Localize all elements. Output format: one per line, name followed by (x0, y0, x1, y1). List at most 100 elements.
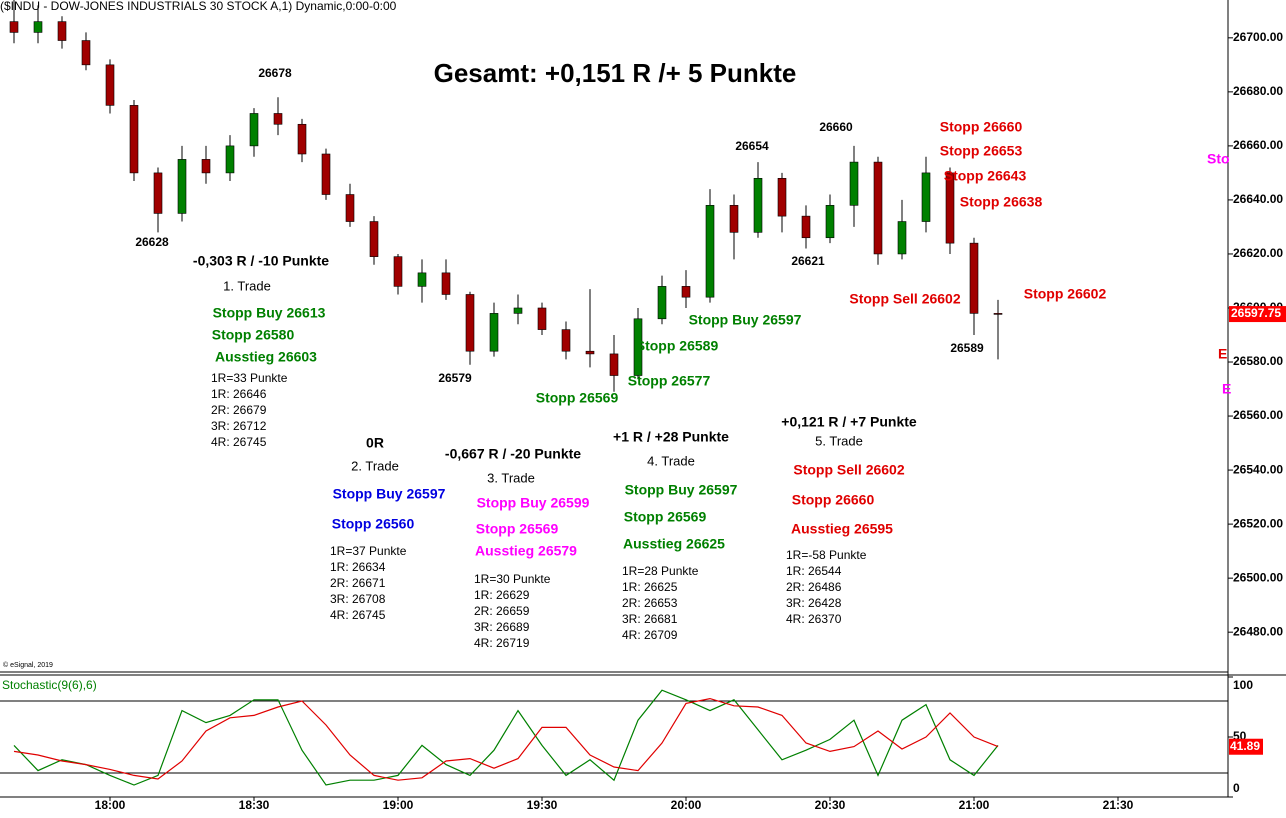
candle-body (81, 40, 91, 66)
annotation: Stopp 26589 (636, 338, 719, 354)
annotation: 26621 (791, 254, 825, 268)
trade-order: Ausstieg 26579 (475, 543, 577, 559)
last-price-label: 26597.75 (1231, 306, 1281, 320)
trade-level: 1R=33 Punkte (211, 371, 288, 385)
trade-order: Stopp 26569 (624, 509, 707, 525)
last-value-box (1229, 738, 1263, 755)
trade-level: 1R: 26646 (211, 387, 267, 401)
trade-order: Stopp 26660 (792, 492, 875, 508)
candle-body (201, 159, 211, 174)
trade-level: 4R: 26745 (211, 435, 267, 449)
annotation: 26579 (438, 371, 472, 385)
annotation: 26654 (735, 139, 769, 153)
x-tick-label: 20:30 (815, 798, 846, 812)
trade-level: 3R: 26708 (330, 592, 386, 606)
y-tick-label: 26660.00 (1233, 138, 1283, 152)
indicator-line (13, 689, 999, 786)
trade-level: 3R: 26689 (474, 620, 530, 634)
candle-body (369, 221, 379, 257)
annotation: Stopp 26660 (940, 119, 1023, 135)
trade-level: 3R: 26428 (786, 596, 842, 610)
trade-result: -0,667 R / -20 Punkte (445, 446, 581, 462)
trade-level: 2R: 26679 (211, 403, 267, 417)
candle-body (993, 313, 1003, 315)
trade-level: 3R: 26712 (211, 419, 267, 433)
annotation: Stopp Sell 26602 (849, 291, 960, 307)
annotation: Stopp 26653 (940, 143, 1023, 159)
candle-body (753, 178, 763, 233)
trade-level: 4R: 26745 (330, 608, 386, 622)
candle-body (345, 194, 355, 222)
trade-order: Ausstieg 26625 (623, 536, 725, 552)
annotation: Stopp 26569 (536, 390, 619, 406)
trade-order: Stopp Sell 26602 (793, 462, 904, 478)
trade-result: 0R (366, 435, 384, 451)
indicator-name: Stochastic(9(6),6) (2, 678, 97, 692)
candle-body (801, 215, 811, 239)
candle-body (177, 159, 187, 214)
trade-label: 5. Trade (815, 433, 863, 448)
annotation: E (1222, 381, 1231, 397)
annotation: 26678 (258, 66, 292, 80)
trade-label: 4. Trade (647, 453, 695, 468)
candle-body (633, 318, 643, 376)
last-price-box (1229, 306, 1286, 323)
copyright: © eSignal, 2019 (3, 661, 53, 669)
y-tick-label: 26560.00 (1233, 408, 1283, 422)
trade-level: 1R: 26634 (330, 560, 386, 574)
candle-body (417, 272, 427, 287)
chart-header: ($INDU - DOW-JONES INDUSTRIALS 30 STOCK … (0, 0, 397, 13)
annotation: Stopp 26602 (1024, 286, 1107, 302)
trade-level: 2R: 26659 (474, 604, 530, 618)
candle-body (873, 161, 883, 255)
trade-order: Stopp Buy 26613 (213, 305, 326, 321)
candle-body (393, 256, 403, 287)
x-tick-label: 20:00 (671, 798, 702, 812)
annotation: 26660 (819, 120, 853, 134)
candle-body (273, 113, 283, 125)
y-tick-label: 0 (1233, 781, 1240, 795)
candle-body (825, 205, 835, 239)
y-tick-label: 26580.00 (1233, 354, 1283, 368)
trade-label: 1. Trade (223, 278, 271, 293)
annotation: Stopp 26643 (944, 168, 1027, 184)
candle-body (321, 153, 331, 195)
y-tick-label: 26700.00 (1233, 30, 1283, 44)
candle-body (561, 329, 571, 352)
trade-level: 1R=-58 Punkte (786, 548, 867, 562)
trade-order: Stopp 26560 (332, 516, 415, 532)
trade-level: 4R: 26719 (474, 636, 530, 650)
y-tick-label: 26540.00 (1233, 462, 1283, 476)
x-tick-label: 18:30 (239, 798, 270, 812)
candle-body (945, 172, 955, 244)
trade-order: Stopp 26569 (476, 521, 559, 537)
candle-body (129, 105, 139, 174)
candle-body (105, 64, 115, 106)
annotation: 26628 (135, 235, 169, 249)
x-tick-label: 19:00 (383, 798, 414, 812)
candle-body (921, 172, 931, 222)
candle-body (441, 272, 451, 295)
trade-level: 4R: 26709 (622, 628, 678, 642)
candle-body (9, 21, 19, 33)
candle-body (657, 286, 667, 320)
x-tick-label: 18:00 (95, 798, 126, 812)
trade-order: Ausstieg 26603 (215, 349, 317, 365)
trade-result: -0,303 R / -10 Punkte (193, 253, 329, 269)
y-tick-label: 26680.00 (1233, 84, 1283, 98)
annotation: Sto (1207, 151, 1230, 167)
annotation: Stopp 26577 (628, 373, 711, 389)
candle-body (513, 307, 523, 314)
x-tick-label: 21:00 (959, 798, 990, 812)
trade-level: 1R=28 Punkte (622, 564, 699, 578)
trade-level: 2R: 26653 (622, 596, 678, 610)
y-tick-label: 26500.00 (1233, 570, 1283, 584)
trade-result: +1 R / +28 Punkte (613, 429, 729, 445)
annotation: 26589 (950, 341, 984, 355)
trade-order: Stopp Buy 26597 (333, 486, 446, 502)
trade-level: 1R=37 Punkte (330, 544, 407, 558)
trade-order: Ausstieg 26595 (791, 521, 893, 537)
candle-body (681, 286, 691, 298)
